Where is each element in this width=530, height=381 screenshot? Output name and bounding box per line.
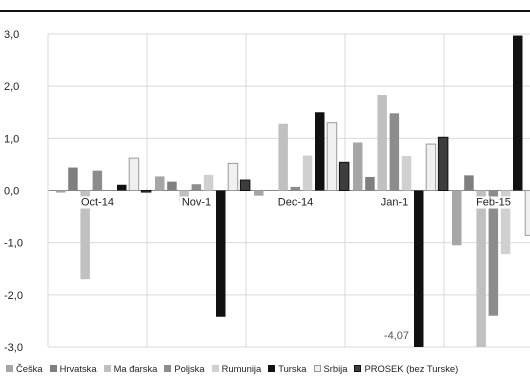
legend-item: Rumunija xyxy=(211,362,262,374)
bar-hrvatska-oct-14 xyxy=(68,167,78,191)
legend-swatch xyxy=(354,364,362,372)
x-category-label: Feb-15 xyxy=(476,197,511,209)
y-tick-label: -3,0 xyxy=(4,342,23,354)
x-category-label-bg xyxy=(78,196,117,209)
bar--e-ka-dec-14 xyxy=(254,190,264,196)
bar-turska-nov-14 xyxy=(216,190,226,317)
bar-turska-feb-15 xyxy=(513,35,523,191)
y-tick-label: -2,0 xyxy=(4,290,23,302)
y-tick-label: 1,0 xyxy=(4,133,19,145)
bar-srbija-oct-14 xyxy=(128,157,140,191)
legend-item: Srbija xyxy=(313,362,348,374)
bar-hrvatska-jan-15 xyxy=(365,176,375,191)
x-category-label-bg xyxy=(378,196,411,209)
legend-label: Rumunija xyxy=(221,362,262,374)
legend-swatch xyxy=(103,364,111,372)
bar-poljska-jan-15 xyxy=(389,113,400,191)
legend-item: Hrvatska xyxy=(49,362,97,374)
bar-hrvatska-nov-14 xyxy=(167,181,177,191)
x-category-label-bg xyxy=(474,196,513,209)
bar-prosek-bez-turske--oct-14 xyxy=(140,190,152,193)
bar-rumunija-dec-14 xyxy=(302,155,313,191)
legend-swatch xyxy=(49,364,57,372)
title-strip xyxy=(0,0,530,12)
bar-ma-arska-nov-14 xyxy=(179,190,189,202)
x-category-label: Jan-1 xyxy=(381,197,409,209)
legend: Češka Hrvatska Ma đarska Poljska Rumunija Tur… xyxy=(0,360,530,376)
bar-srbija-jan-15 xyxy=(425,143,437,192)
bar-rumunija-feb-15 xyxy=(500,190,511,255)
legend-label: Poljska xyxy=(174,362,205,374)
bar-srbija-dec-14 xyxy=(326,122,338,191)
legend-label: Srbija xyxy=(323,362,348,374)
bar-srbija-feb-15 xyxy=(524,190,530,236)
legend-label: Češka xyxy=(16,362,43,374)
legend-label: Ma đarska xyxy=(113,362,158,374)
legend-label: PROSEK (bez Turske) xyxy=(364,362,459,374)
bar-poljska-oct-14 xyxy=(92,170,103,191)
bar-rumunija-nov-14 xyxy=(203,174,214,191)
x-category-label: Dec-14 xyxy=(278,197,313,209)
legend-item: Turska xyxy=(268,362,307,374)
legend-item: PROSEK (bez Turske) xyxy=(354,363,458,374)
x-category-label: Nov-1 xyxy=(182,197,211,209)
y-tick-label: 0,0 xyxy=(4,186,19,198)
legend-item: Poljska xyxy=(164,362,205,374)
bar-layer xyxy=(56,35,530,347)
bar--e-ka-oct-14 xyxy=(56,190,66,193)
text-layer: 3,0 2,0 1,0 0,0 -1,0 -2,0 -3,0 Oct-14 Nov-1 Dec-1… xyxy=(4,29,513,354)
bar-poljska-nov-14 xyxy=(191,184,202,191)
annotation-label: -4,07 xyxy=(384,330,409,342)
bar-turska-oct-14 xyxy=(117,184,127,191)
bar--e-ka-jan-15 xyxy=(353,142,363,191)
bar--e-ka-nov-14 xyxy=(155,176,165,191)
y-tick-label: 2,0 xyxy=(4,81,19,93)
y-tick-label: -1,0 xyxy=(4,238,23,250)
bar--e-ka-feb-15 xyxy=(452,190,462,246)
x-category-label-bg xyxy=(179,196,214,209)
legend-swatch xyxy=(313,364,321,372)
grid-layer xyxy=(47,33,530,348)
y-tick-label: 3,0 xyxy=(4,29,19,41)
legend-item: Ma đarska xyxy=(103,362,158,374)
x-category-label: Oct-14 xyxy=(81,197,114,209)
bar-turska-jan-15 xyxy=(414,190,424,347)
bar-srbija-nov-14 xyxy=(227,162,239,192)
legend-swatch xyxy=(268,364,276,372)
bar-poljska-feb-15 xyxy=(488,190,499,316)
bar-rumunija-jan-15 xyxy=(401,156,412,191)
x-category-label-bg xyxy=(275,196,316,209)
bar-poljska-dec-14 xyxy=(290,186,301,191)
bar-prosek-bez-turske--dec-14 xyxy=(338,161,350,192)
legend-item: Češka xyxy=(6,363,43,374)
bar-hrvatska-feb-15 xyxy=(464,175,474,191)
legend-swatch xyxy=(164,364,172,372)
bar-ma-arska-oct-14 xyxy=(80,190,90,280)
bar-ma-arska-dec-14 xyxy=(278,123,288,191)
bar-turska-dec-14 xyxy=(315,112,325,191)
bar-prosek-bez-turske--jan-15 xyxy=(437,136,449,191)
bar-prosek-bez-turske--nov-14 xyxy=(239,179,251,191)
legend-swatch xyxy=(6,364,13,372)
legend-swatch xyxy=(211,364,219,372)
bar-ma-arska-feb-15 xyxy=(476,190,486,347)
legend-label: Turska xyxy=(278,362,307,374)
bar-ma-arska-jan-15 xyxy=(377,95,387,191)
legend-label: Hrvatska xyxy=(59,362,97,374)
